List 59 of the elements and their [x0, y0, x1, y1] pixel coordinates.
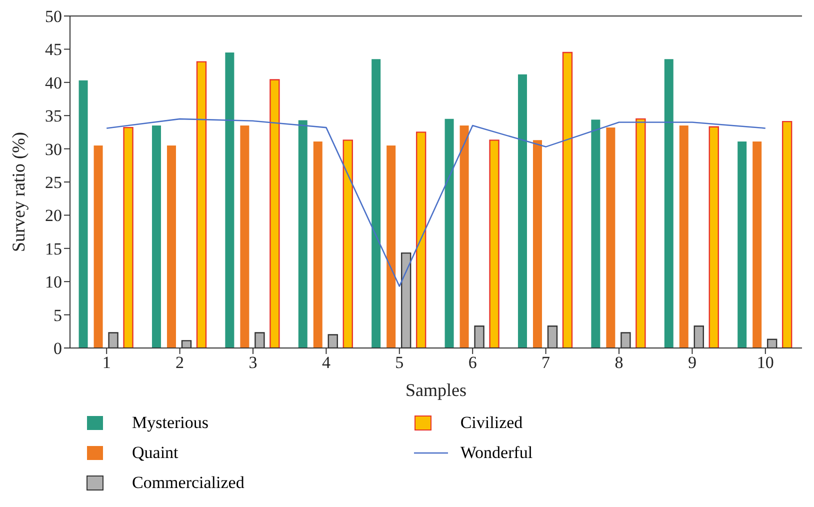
x-tick-label: 5: [395, 353, 404, 372]
x-tick-label: 4: [322, 353, 331, 372]
y-tick-label: 20: [45, 206, 62, 226]
y-tick-label: 30: [45, 140, 62, 159]
bar: [738, 141, 747, 348]
y-tick-label: 0: [54, 339, 62, 358]
bar: [752, 141, 762, 348]
bar: [152, 126, 161, 348]
y-tick-label: 15: [45, 239, 62, 258]
line-series: [106, 118, 766, 287]
legend-label: Commercialized: [132, 473, 244, 493]
bar: [313, 141, 322, 348]
bar: [372, 59, 381, 348]
bar: [386, 145, 396, 348]
y-tick-label: 45: [45, 40, 62, 60]
x-tick-label: 1: [102, 353, 111, 372]
y-tick-label: 10: [45, 272, 62, 292]
x-tick-label: 8: [614, 353, 624, 372]
bar: [240, 126, 250, 348]
bar: [444, 118, 454, 348]
bar: [532, 140, 542, 348]
x-tick-label: 2: [176, 353, 184, 372]
bar: [78, 80, 88, 348]
bar: [518, 74, 527, 348]
bar: [489, 140, 500, 348]
x-tick-label: 3: [248, 353, 258, 372]
bar: [460, 126, 469, 348]
y-tick-label: 35: [45, 106, 62, 126]
bar: [664, 59, 674, 348]
x-tick-label: 10: [756, 353, 774, 372]
y-tick-label: 40: [45, 73, 62, 92]
y-tick-label: 5: [54, 306, 62, 325]
y-tick-label: 25: [45, 173, 62, 192]
legend-label: Quaint: [132, 443, 178, 463]
legend-label: Civilized: [460, 413, 523, 433]
bar: [679, 126, 688, 348]
bar: [123, 126, 134, 348]
bar: [782, 120, 792, 348]
bar: [636, 118, 646, 348]
bar: [708, 126, 719, 348]
x-tick-label: 7: [542, 353, 551, 372]
bar: [166, 145, 176, 348]
y-tick-label: 50: [45, 7, 62, 26]
bar: [298, 120, 308, 348]
bar: [342, 140, 353, 348]
bar: [196, 61, 207, 348]
bar: [270, 79, 280, 348]
bar: [94, 145, 103, 348]
y-axis-title: Survey ratio (%): [8, 132, 28, 252]
legend-label: Mysterious: [132, 413, 208, 433]
bar: [591, 120, 600, 348]
bar: [416, 132, 426, 348]
x-tick-label: 6: [468, 353, 477, 372]
x-tick-label: 9: [688, 353, 696, 372]
bar: [606, 128, 616, 348]
bar: [225, 52, 234, 348]
legend-label: Wonderful: [460, 443, 533, 463]
bar: [562, 52, 573, 348]
x-axis-title: Samples: [406, 380, 466, 400]
